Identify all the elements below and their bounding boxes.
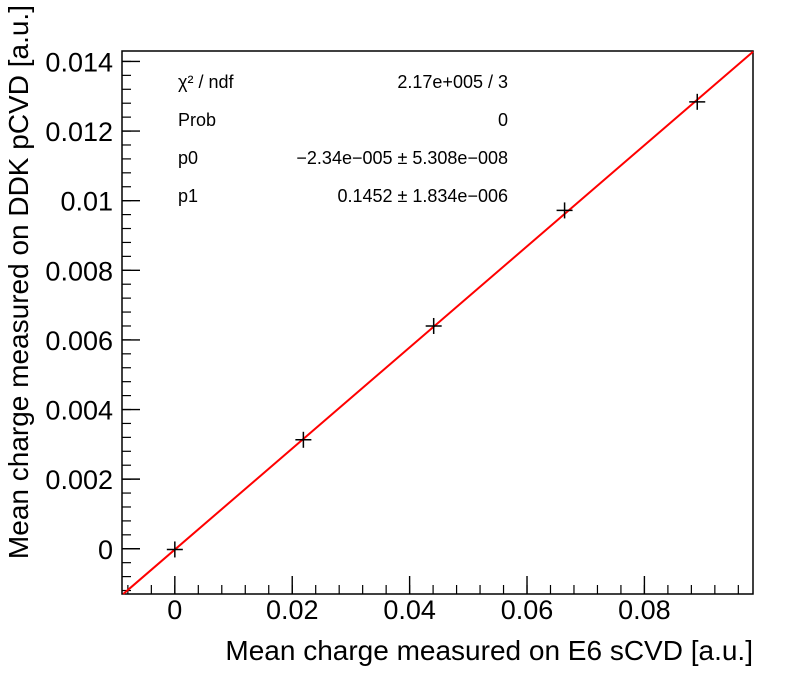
data-point: [295, 431, 312, 448]
y-tick-labels: 0 0.002 0.004 0.006 0.008 0.01 0.012 0.014: [45, 47, 113, 564]
x-tick-label: 0: [167, 595, 182, 625]
x-tick-labels: 0 0.02 0.04 0.06 0.08: [167, 595, 670, 625]
fit-statistics-box: χ² / ndf 2.17e+005 / 3 Prob 0 p0 −2.34e−005 ±…: [178, 72, 508, 206]
x-tick-label: 0.08: [618, 595, 671, 625]
plot-frame: [121, 50, 754, 595]
stats-row-value: 0.1452 ± 1.834e−006: [337, 186, 508, 206]
stats-row-value: 2.17e+005 / 3: [397, 72, 508, 92]
x-axis-title: Mean charge measured on E6 sCVD [a.u.]: [225, 635, 753, 666]
y-tick-label: 0.014: [45, 47, 113, 77]
x-tick-label: 0.02: [266, 595, 319, 625]
x-axis-ticks: [127, 576, 739, 594]
y-tick-label: 0.006: [45, 326, 113, 356]
stats-row-name: Prob: [178, 110, 216, 130]
stats-row-name: χ² / ndf: [178, 72, 234, 92]
y-tick-label: 0: [98, 535, 113, 565]
fit-line: [122, 50, 754, 595]
x-tick-label: 0.04: [383, 595, 436, 625]
fit-line-layer: [122, 50, 754, 595]
data-point: [425, 317, 442, 334]
stats-row-value: 0: [498, 110, 508, 130]
y-tick-label: 0.008: [45, 256, 113, 286]
y-axis-ticks: [122, 60, 140, 592]
y-tick-label: 0.004: [45, 396, 113, 426]
data-point: [556, 202, 573, 219]
stats-row-name: p0: [178, 148, 198, 168]
y-axis-title: Mean charge measured on DDK pCVD [a.u.]: [3, 5, 34, 559]
data-point: [166, 541, 183, 558]
data-points-layer: [166, 93, 706, 558]
y-tick-label: 0.012: [45, 117, 113, 147]
y-tick-label: 0.01: [60, 187, 113, 217]
stats-row-name: p1: [178, 186, 198, 206]
y-tick-label: 0.002: [45, 465, 113, 495]
data-point: [689, 93, 706, 110]
stats-row-value: −2.34e−005 ± 5.308e−008: [296, 148, 508, 168]
x-tick-label: 0.06: [501, 595, 554, 625]
